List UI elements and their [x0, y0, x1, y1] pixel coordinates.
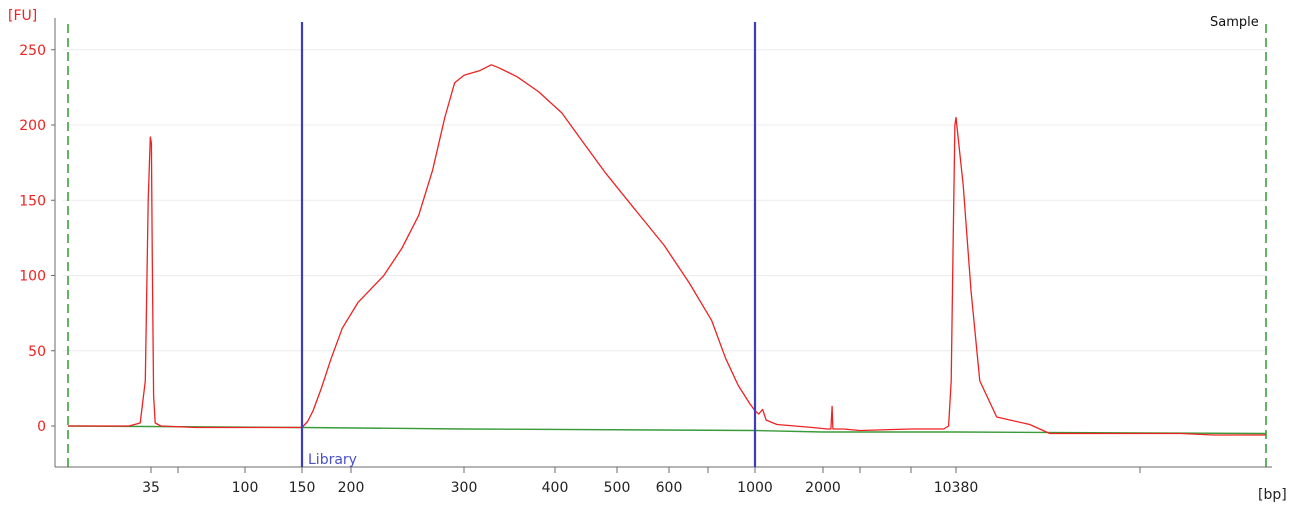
x-tick-label: 200: [338, 480, 365, 496]
x-tick-label: 400: [542, 480, 569, 496]
x-tick-label: 1000: [737, 480, 773, 496]
sample-label: Sample: [1210, 15, 1259, 30]
y-tick-label: 50: [28, 344, 46, 360]
x-tick-label: 10380: [934, 480, 979, 496]
x-tick-label: 150: [289, 480, 316, 496]
marker-lines: Library: [300, 22, 757, 468]
y-tick-label: 0: [37, 419, 46, 435]
axes: 0 50 100 150 200 250 35 100 150 200 300 400 500 600 10…: [19, 18, 1272, 496]
boundary-lines: [67, 24, 1267, 469]
y-tick-label: 150: [19, 193, 46, 209]
y-tick-label: 100: [19, 269, 46, 285]
x-tick-label: 100: [232, 480, 259, 496]
grid-lines: [63, 49, 1267, 352]
x-tick-label: 35: [142, 480, 160, 496]
x-tick-label: 2000: [805, 480, 841, 496]
region-marker-label: Library: [308, 452, 357, 468]
y-axis-unit-label: [FU]: [8, 8, 37, 24]
y-tick-label: 200: [19, 118, 46, 134]
fluorescence-trace: [68, 64, 1266, 436]
x-tick-label: 600: [656, 480, 683, 496]
y-tick-label: 250: [19, 43, 46, 59]
x-axis-unit-label: [bp]: [1258, 487, 1287, 503]
x-tick-label: 500: [604, 480, 631, 496]
x-tick-label: 300: [451, 480, 478, 496]
